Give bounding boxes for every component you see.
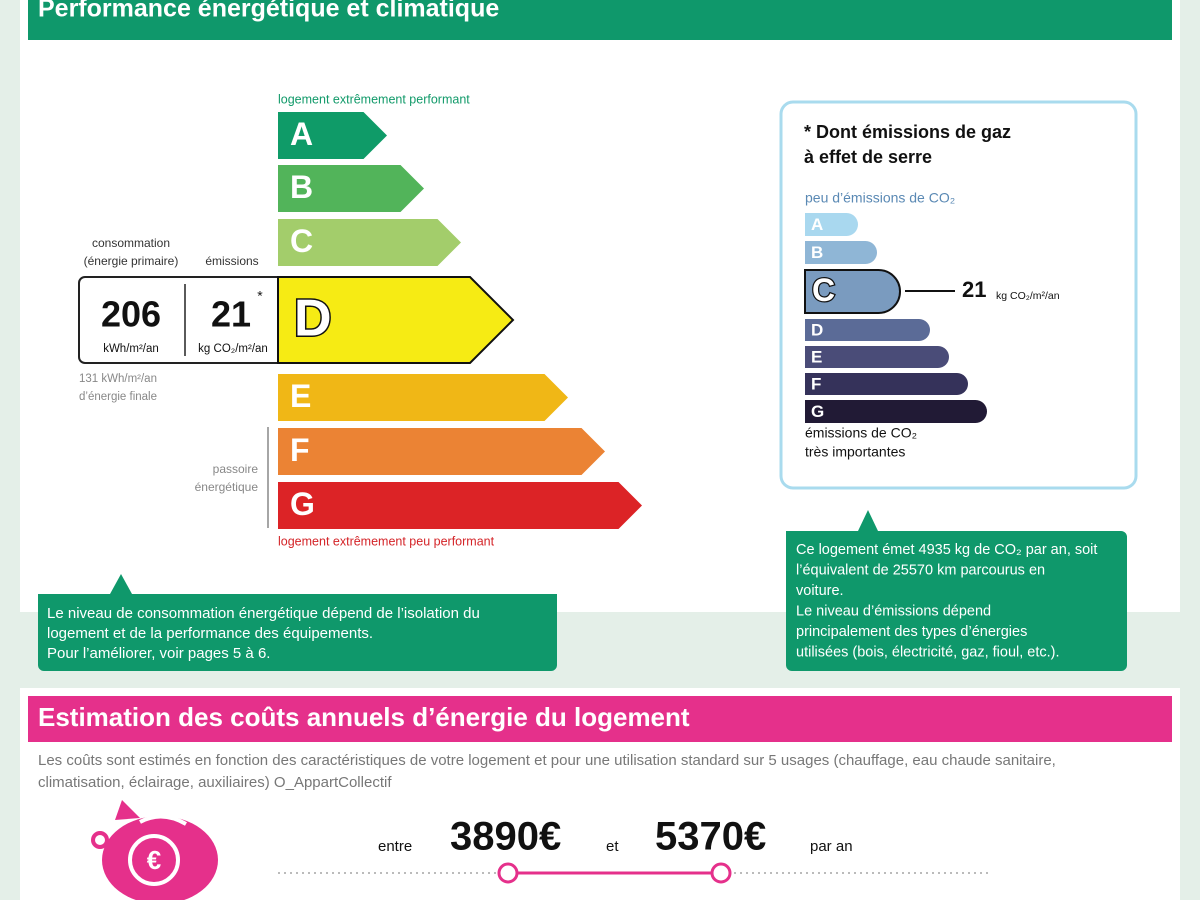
cost-low: 3890€ xyxy=(450,815,561,859)
energy-class-bar xyxy=(278,219,461,266)
ghg-class-letter: A xyxy=(811,215,823,234)
cost-per-year: par an xyxy=(810,838,853,855)
cost-description: Les coûts sont estimés en fonction des c… xyxy=(38,752,1056,769)
energy-class-letter: F xyxy=(290,432,310,468)
energy-class-letter: D xyxy=(294,290,332,348)
ghg-title: à effet de serre xyxy=(804,147,932,167)
ghg-class-bar xyxy=(805,319,930,341)
ghg-note-line: Le niveau d’émissions dépend xyxy=(796,603,991,619)
top-label: logement extrêmement performant xyxy=(278,92,470,106)
energy-class-bar xyxy=(278,165,424,212)
ghg-value: 21 xyxy=(962,277,986,302)
consumption-label: consommation xyxy=(92,236,170,250)
consumption-label: (énergie primaire) xyxy=(84,254,179,268)
ghg-class-bar xyxy=(805,346,949,368)
ghg-note-line: voiture. xyxy=(796,583,844,599)
cost-title: Estimation des coûts annuels d’énergie d… xyxy=(38,702,690,732)
energy-note-bubble xyxy=(38,574,557,671)
ghg-class-bar xyxy=(805,213,858,236)
emissions-label: émissions xyxy=(205,254,258,268)
ghg-class-letter: F xyxy=(811,374,821,393)
ghg-class-bar xyxy=(805,400,987,423)
energy-class-letter: C xyxy=(290,223,313,259)
ghg-bottom-label: très importantes xyxy=(805,444,905,460)
passoire-label: énergétique xyxy=(195,480,259,494)
ghg-class-bar xyxy=(804,269,901,314)
consumption-unit: kWh/m²/an xyxy=(103,343,159,355)
energy-note-line: Pour l’améliorer, voir pages 5 à 6. xyxy=(47,645,270,662)
ghg-class-letter: E xyxy=(811,347,822,366)
cost-description: climatisation, éclairage, auxiliaires) O… xyxy=(38,774,392,791)
cost-and: et xyxy=(606,838,619,855)
final-energy: d’énergie finale xyxy=(79,391,157,403)
ghg-unit: kg CO₂/m²/an xyxy=(996,290,1060,302)
ghg-note-bubble xyxy=(786,510,1127,671)
energy-class-letter: B xyxy=(290,169,313,205)
cost-header xyxy=(28,696,1172,742)
passoire-label: passoire xyxy=(213,462,259,476)
ghg-class-bar xyxy=(805,241,877,264)
emissions-unit: kg CO₂/m²/an xyxy=(198,343,268,355)
cost-between: entre xyxy=(378,838,412,855)
ghg-note-line: utilisées (bois, électricité, gaz, fioul… xyxy=(796,644,1060,660)
ghg-class-letter: D xyxy=(811,320,823,339)
energy-note-line: Le niveau de consommation énergétique dé… xyxy=(47,605,480,622)
energy-class-bar xyxy=(278,374,568,421)
ghg-class-letter: G xyxy=(811,402,824,421)
ghg-class-letter: B xyxy=(811,243,823,262)
energy-note-line: logement et de la performance des équipe… xyxy=(47,625,373,642)
energy-class-letter: E xyxy=(290,378,311,414)
piggy-bank-icon: € xyxy=(91,800,218,900)
emissions-mark: * xyxy=(257,288,263,304)
ghg-class-letter: C xyxy=(812,272,835,308)
bottom-label: logement extrêmement peu performant xyxy=(278,534,495,548)
cost-high-marker xyxy=(710,862,732,884)
energy-header xyxy=(28,0,1172,40)
ghg-note-line: principalement des types d’énergies xyxy=(796,624,1027,640)
svg-text:€: € xyxy=(147,845,161,875)
ghg-note-line: Ce logement émet 4935 kg de CO₂ par an, … xyxy=(796,542,1097,558)
energy-class-letter: G xyxy=(290,486,315,522)
energy-class-bar xyxy=(277,276,515,364)
ghg-note-line: l’équivalent de 25570 km parcourus en xyxy=(796,562,1045,578)
ghg-top-label: peu d’émissions de CO₂ xyxy=(805,190,955,206)
energy-class-bar xyxy=(278,428,605,475)
final-energy: 131 kWh/m²/an xyxy=(79,373,157,385)
energy-title: Performance énergétique et climatique xyxy=(38,0,499,23)
energy-class-letter: A xyxy=(290,116,313,152)
cost-high: 5370€ xyxy=(655,815,766,859)
energy-class-bar xyxy=(278,482,642,529)
ghg-title: * Dont émissions de gaz xyxy=(804,122,1011,142)
ghg-bottom-label: émissions de CO₂ xyxy=(805,425,917,441)
consumption-value: 206 xyxy=(101,294,161,335)
energy-class-bar xyxy=(278,112,387,159)
cost-low-marker xyxy=(497,862,519,884)
emissions-value: 21 xyxy=(211,294,251,335)
ghg-class-bar xyxy=(805,373,968,395)
